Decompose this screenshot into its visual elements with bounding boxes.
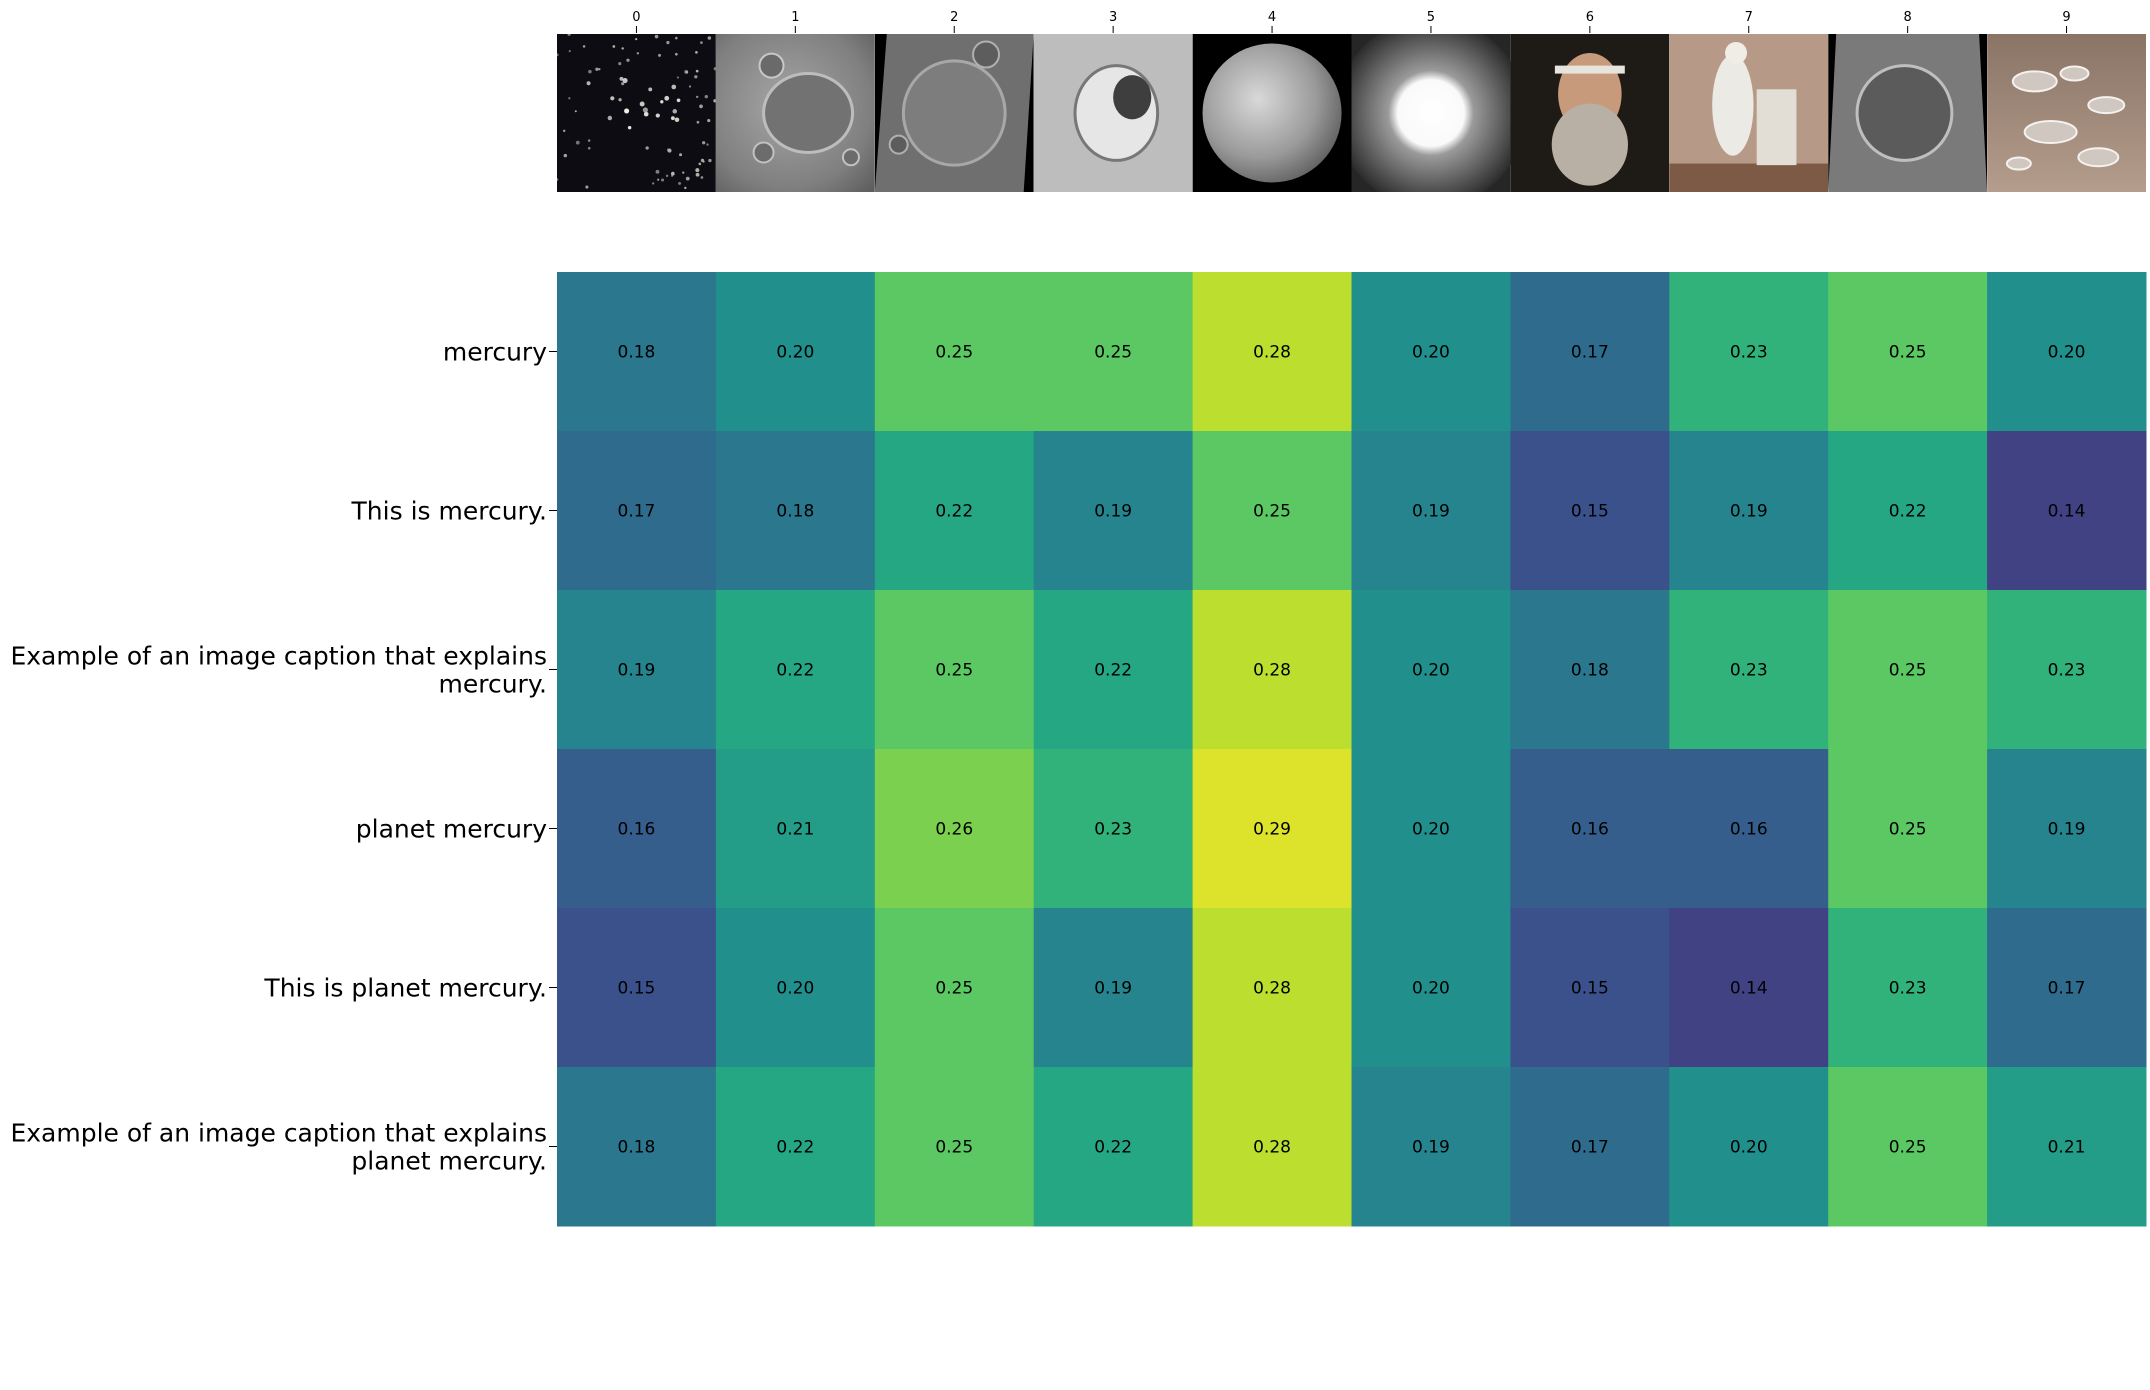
- heatmap-cell-value: 0.14: [1730, 979, 1768, 999]
- image-thumbnail-row: [556, 18, 2146, 208]
- thumbnail-crater-surface: [875, 34, 1034, 192]
- heatmap-cell-value: 0.15: [618, 979, 656, 999]
- row-label: This is mercury.: [351, 497, 547, 526]
- heatmap-cell-value: 0.17: [1571, 1138, 1609, 1158]
- x-tick-label: 2: [950, 10, 958, 25]
- heatmap-cell-value: 0.28: [1253, 1138, 1291, 1158]
- heatmap-cell-value: 0.25: [935, 343, 973, 363]
- thumbnail-star-cluster: [556, 33, 717, 192]
- heatmap-cell-value: 0.20: [1412, 979, 1450, 999]
- row-label: This is planet mercury.: [263, 974, 547, 1003]
- heatmap-cell-value: 0.25: [1094, 343, 1132, 363]
- heatmap-cell-value: 0.19: [1094, 502, 1132, 522]
- heatmap-cell-value: 0.16: [1571, 820, 1609, 840]
- x-tick-label: 5: [1427, 10, 1435, 25]
- x-tick-label: 6: [1586, 10, 1594, 25]
- heatmap-cell-value: 0.22: [776, 661, 814, 681]
- heatmap-cell-value: 0.25: [1253, 502, 1291, 522]
- heatmap-cell-value: 0.28: [1253, 343, 1291, 363]
- heatmap-cell-value: 0.25: [935, 1138, 973, 1158]
- heatmap-cell-value: 0.22: [1094, 1138, 1132, 1158]
- row-label: Example of an image caption that explain…: [10, 1119, 547, 1176]
- heatmap-cell-value: 0.25: [1889, 820, 1927, 840]
- heatmap-cell-value: 0.25: [1889, 661, 1927, 681]
- heatmap-cell-value: 0.21: [2048, 1138, 2086, 1158]
- heatmap-cell-value: 0.15: [1571, 979, 1609, 999]
- heatmap-cell-value: 0.19: [618, 661, 656, 681]
- heatmap-cell-value: 0.20: [1412, 343, 1450, 363]
- x-tick-label: 8: [1904, 10, 1912, 25]
- heatmap-cell-value: 0.26: [935, 820, 973, 840]
- heatmap-cell-value: 0.18: [1571, 661, 1609, 681]
- row-label: Example of an image caption that explain…: [10, 642, 547, 699]
- heatmap-cell-value: 0.15: [1571, 502, 1609, 522]
- thumbnail-lunar-crater-pascal: [716, 34, 875, 192]
- heatmap-cell-value: 0.22: [1889, 502, 1927, 522]
- heatmap-cell-value: 0.18: [776, 502, 814, 522]
- heatmap-cell-value: 0.20: [776, 979, 814, 999]
- heatmap-cell-value: 0.18: [618, 1138, 656, 1158]
- heatmap-cell-value: 0.22: [1094, 661, 1132, 681]
- heatmap-cell-value: 0.22: [776, 1138, 814, 1158]
- heatmap-cell-value: 0.28: [1253, 979, 1291, 999]
- heatmap-cell-value: 0.16: [618, 820, 656, 840]
- heatmap-cell-value: 0.19: [1412, 502, 1450, 522]
- heatmap-cell-value: 0.22: [935, 502, 973, 522]
- thumbnail-mercury-crater: [1828, 34, 1987, 192]
- heatmap-cell-value: 0.23: [1730, 661, 1768, 681]
- heatmap-cell-value: 0.23: [1094, 820, 1132, 840]
- heatmap-cell-value: 0.19: [2048, 820, 2086, 840]
- heatmap-cell-value: 0.23: [2048, 661, 2086, 681]
- heatmap-cell-value: 0.19: [1094, 979, 1132, 999]
- heatmap-cell-value: 0.21: [776, 820, 814, 840]
- heatmap-cell-value: 0.14: [2048, 502, 2086, 522]
- x-tick-label: 1: [791, 10, 799, 25]
- row-label: mercury: [443, 338, 547, 367]
- heatmap-cells: [557, 272, 2147, 1227]
- heatmap-cell-value: 0.25: [935, 979, 973, 999]
- thumbnail-crater-rock: [1034, 34, 1193, 192]
- heatmap-cell-value: 0.19: [1412, 1138, 1450, 1158]
- heatmap-cell-value: 0.20: [1730, 1138, 1768, 1158]
- x-tick-label: 0: [632, 10, 640, 25]
- x-tick-label: 9: [2062, 10, 2070, 25]
- heatmap-cell-value: 0.29: [1253, 820, 1291, 840]
- thumbnail-bright-sphere: [1336, 18, 1526, 208]
- row-label: planet mercury: [356, 815, 547, 844]
- thumbnail-galileo-portrait: [1510, 34, 1669, 192]
- heatmap-cell-value: 0.20: [2048, 343, 2086, 363]
- x-tick-group: 0 1 2 3 4 5 6 7 8 9: [632, 10, 2070, 33]
- row-label-group: mercury This is mercury. Example of an ima…: [10, 338, 557, 1176]
- heatmap-cell-value: 0.23: [1889, 979, 1927, 999]
- x-tick-label: 4: [1268, 10, 1276, 25]
- heatmap-cell-value: 0.23: [1730, 343, 1768, 363]
- heatmap-cell-value: 0.25: [1889, 343, 1927, 363]
- heatmap-cell-value: 0.20: [1412, 661, 1450, 681]
- thumbnail-marble-statue: [1669, 34, 1828, 192]
- heatmap-cell-value: 0.17: [618, 502, 656, 522]
- heatmap-cell-value: 0.28: [1253, 661, 1291, 681]
- heatmap-cell-value: 0.19: [1730, 502, 1768, 522]
- heatmap-cell-value: 0.17: [1571, 343, 1609, 363]
- x-tick-label: 3: [1109, 10, 1117, 25]
- heatmap-cell-value: 0.25: [1889, 1138, 1927, 1158]
- x-tick-label: 7: [1745, 10, 1753, 25]
- heatmap-cell-value: 0.17: [2048, 979, 2086, 999]
- heatmap-cell-value: 0.18: [618, 343, 656, 363]
- heatmap-cell-value: 0.16: [1730, 820, 1768, 840]
- heatmap-cell-value: 0.20: [1412, 820, 1450, 840]
- thumbnail-liquid-mercury-droplets: [1987, 34, 2146, 192]
- thumbnail-planet-mercury: [1193, 34, 1352, 192]
- heatmap-cell-value: 0.20: [776, 343, 814, 363]
- heatmap-cell-value: 0.25: [935, 661, 973, 681]
